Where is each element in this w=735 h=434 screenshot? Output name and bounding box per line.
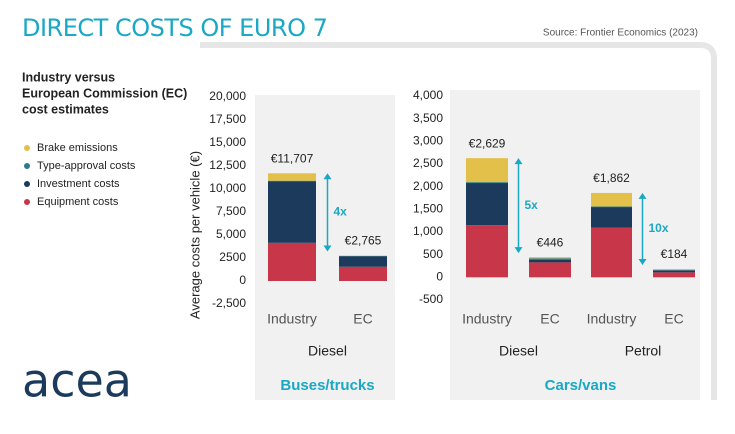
multiplier-label: 4x — [334, 205, 348, 219]
bar-segment — [339, 266, 387, 281]
legend-label: Type-approval costs — [37, 160, 136, 172]
y-tick-label: 0 — [239, 273, 246, 287]
y-tick-label: 1,000 — [413, 224, 443, 238]
bar-segment — [591, 227, 632, 278]
panel-label: Buses/trucks — [280, 377, 374, 394]
bar-segment — [653, 272, 695, 278]
bar-segment — [653, 270, 695, 273]
value-label: €2,765 — [345, 234, 382, 248]
bar-segment — [268, 173, 316, 181]
bar-segment — [529, 259, 571, 263]
legend-title: European Commission (EC) — [22, 86, 187, 100]
bar-segment — [466, 158, 508, 183]
x-tick-label: EC — [353, 311, 372, 327]
bar-segment — [466, 183, 508, 226]
x-tick-label: EC — [540, 311, 559, 327]
source: Source: Frontier Economics (2023) — [543, 28, 698, 39]
value-label: €184 — [661, 247, 688, 261]
y-tick-label: -2,500 — [212, 296, 246, 310]
y-tick-label: 0 — [436, 270, 443, 284]
arrow-head — [638, 192, 647, 199]
y-tick-label: -500 — [419, 292, 443, 306]
value-label: €11,707 — [271, 151, 314, 165]
value-label: €1,862 — [593, 171, 630, 185]
bar-segment — [529, 262, 571, 278]
logo: acea — [22, 354, 132, 408]
bar-segment — [591, 206, 632, 208]
x-tick-label: Industry — [587, 311, 637, 327]
x-tick-label: Industry — [462, 311, 512, 327]
bar-segment — [339, 256, 387, 267]
arrow-head — [323, 245, 332, 252]
panel-label: Cars/vans — [545, 377, 617, 394]
group-label: Diesel — [308, 343, 347, 359]
bar-segment — [591, 192, 632, 207]
bar-segment — [529, 257, 571, 259]
bar-segment — [268, 242, 316, 281]
bar-segment — [466, 182, 508, 184]
legend-label: Investment costs — [37, 178, 120, 190]
legend-title: Industry versus — [22, 70, 115, 84]
y-tick-label: 1,500 — [413, 202, 443, 216]
bar-segment — [591, 207, 632, 228]
y-tick-label: 12,500 — [209, 158, 246, 172]
legend-swatch — [24, 163, 30, 169]
y-tick-label: 500 — [423, 247, 443, 261]
y-tick-label: 17,500 — [209, 112, 246, 126]
y-tick-label: 3,000 — [413, 134, 443, 148]
title: DIRECT COSTS OF EURO 7 — [22, 14, 327, 42]
y-tick-label: 2500 — [219, 250, 246, 264]
x-tick-label: EC — [664, 311, 683, 327]
value-label: €2,629 — [469, 136, 506, 150]
arrow-head — [638, 258, 647, 265]
group-label: Petrol — [625, 343, 662, 359]
arrow-head — [323, 173, 332, 180]
y-tick-label: 5,000 — [216, 227, 246, 241]
legend-swatch — [24, 181, 30, 187]
y-tick-label: 20,000 — [209, 89, 246, 103]
y-tick-label: 2,500 — [413, 156, 443, 170]
legend-swatch — [24, 199, 30, 205]
bar-segment — [653, 268, 695, 271]
y-tick-label: 7,500 — [216, 204, 246, 218]
value-label: €446 — [537, 235, 564, 249]
y-tick-label: 4,000 — [413, 88, 443, 102]
bar-segment — [466, 225, 508, 278]
x-tick-label: Industry — [267, 311, 317, 327]
arrow-head — [514, 247, 523, 254]
y-tick-label: 10,000 — [209, 181, 246, 195]
arrow-head — [514, 158, 523, 165]
y-tick-label: 2,000 — [413, 179, 443, 193]
y-axis-label: Average costs per vehicle (€) — [187, 151, 202, 319]
legend-title: cost estimates — [22, 102, 109, 116]
bar-segment — [529, 258, 571, 260]
y-tick-label: 3,500 — [413, 111, 443, 125]
legend-label: Equipment costs — [37, 196, 119, 208]
legend-label: Brake emissions — [37, 142, 118, 154]
multiplier-label: 10x — [649, 221, 669, 235]
frame — [200, 42, 717, 400]
multiplier-label: 5x — [525, 198, 539, 212]
bar-segment — [268, 181, 316, 243]
group-label: Diesel — [499, 343, 538, 359]
legend-swatch — [24, 145, 30, 151]
y-tick-label: 15,000 — [209, 135, 246, 149]
